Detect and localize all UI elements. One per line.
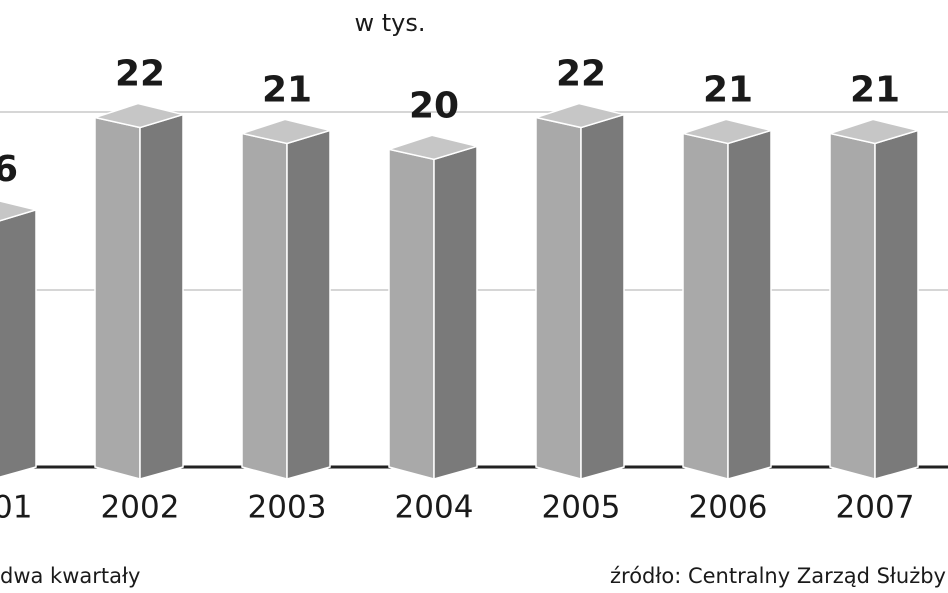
bar-top <box>239 118 333 145</box>
bar-side <box>286 129 331 480</box>
bar <box>0 200 39 478</box>
bar-top <box>533 102 627 129</box>
value-label: 21 <box>850 69 900 110</box>
source: źródło: Centralny Zarząd Służby <box>610 564 946 588</box>
x-tick-label: 2001 <box>0 490 32 526</box>
x-tick-label: 2002 <box>101 490 180 526</box>
bar <box>533 102 627 480</box>
value-label: 22 <box>556 54 606 95</box>
bar <box>827 118 921 480</box>
bar-front <box>94 116 141 480</box>
bar <box>92 102 186 480</box>
value-label: 20 <box>409 85 459 126</box>
x-tick-label: 2007 <box>836 490 915 526</box>
x-tick-label: 2005 <box>542 490 621 526</box>
value-label: 16 <box>0 149 18 190</box>
value-label: 21 <box>262 69 312 110</box>
bar-front <box>388 148 435 480</box>
value-label: 21 <box>703 69 753 110</box>
bar-top <box>827 118 921 145</box>
x-tick-label: 2004 <box>395 490 474 526</box>
bar <box>680 118 774 480</box>
bar-top <box>0 200 39 222</box>
bar-front <box>829 132 876 480</box>
bar-front <box>241 132 288 480</box>
bar-top <box>680 118 774 145</box>
bar <box>386 134 480 480</box>
bar-side <box>433 145 478 480</box>
bar-side <box>874 129 919 480</box>
footnote: dwa kwartały <box>0 564 140 588</box>
bar-front <box>682 132 729 480</box>
bar-front <box>535 116 582 480</box>
value-label: 22 <box>115 54 165 95</box>
x-tick-label: 2006 <box>689 490 768 526</box>
x-tick-label: 2003 <box>248 490 327 526</box>
bar <box>239 118 333 480</box>
bar-side <box>139 113 184 480</box>
bar-side <box>580 113 625 480</box>
bar-top <box>386 134 480 161</box>
bar-top <box>92 102 186 129</box>
bar-side <box>0 208 37 478</box>
bar-side <box>727 129 772 480</box>
subtitle: w tys. <box>354 9 425 37</box>
